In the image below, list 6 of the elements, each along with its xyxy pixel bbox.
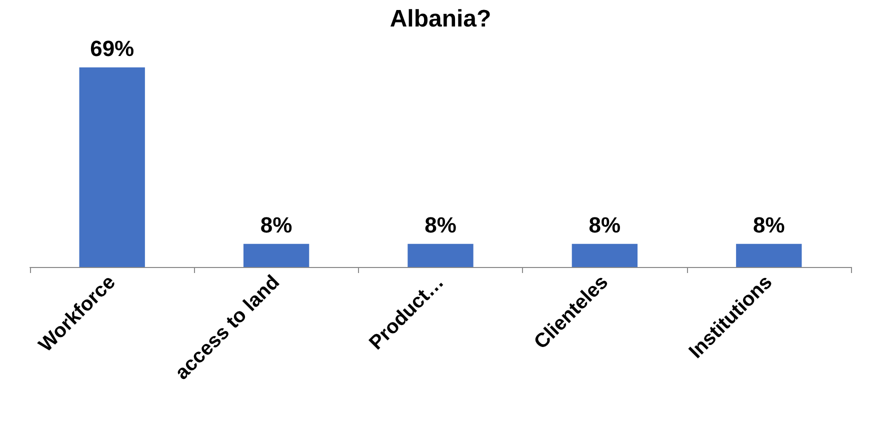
- data-label: 8%: [753, 212, 785, 238]
- data-label: 8%: [424, 212, 456, 238]
- data-label: 8%: [260, 212, 292, 238]
- data-label: 8%: [588, 212, 621, 238]
- data-label: 69%: [90, 36, 134, 61]
- chart-title: Albania?: [390, 6, 492, 32]
